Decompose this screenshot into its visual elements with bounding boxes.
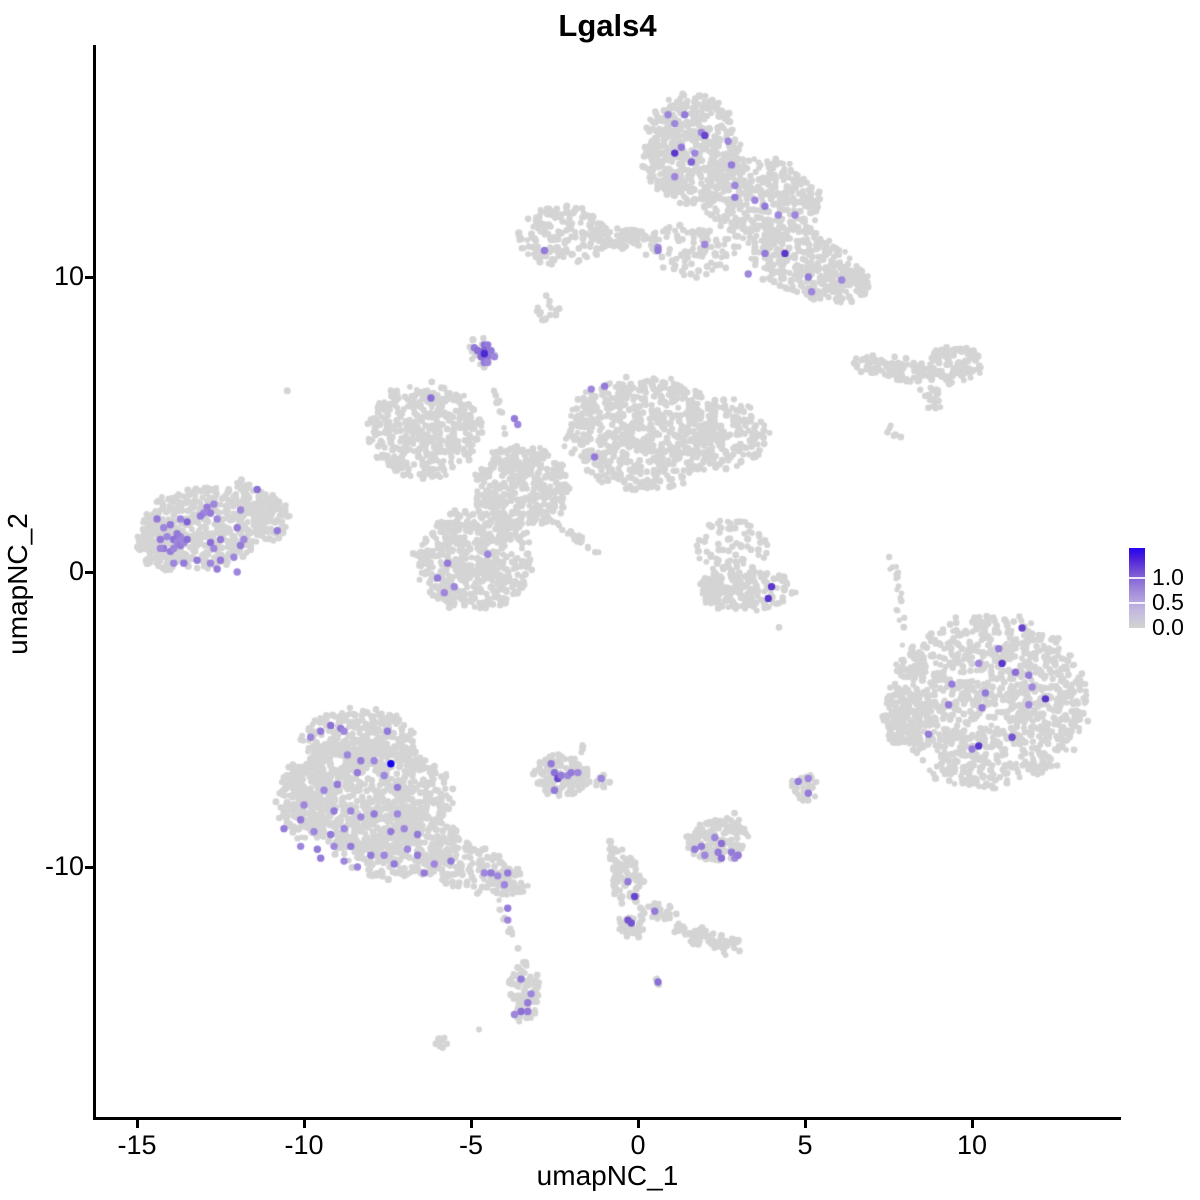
x-axis-line [93,1117,1121,1120]
x-tick-mark [970,1120,974,1128]
legend-label: 1.0 [1152,564,1184,590]
x-tick-mark [636,1120,640,1128]
legend-label: 0.0 [1152,614,1184,640]
x-tick-label: 5 [797,1130,813,1160]
legend-colorbar [1129,548,1145,628]
legend-notch-0.5 [1129,602,1145,604]
x-tick-mark [135,1120,139,1128]
plot-title: Lgals4 [558,8,657,43]
x-tick-label: -10 [284,1130,324,1160]
y-tick-mark [85,865,93,869]
x-tick-label: 10 [956,1130,988,1160]
legend-notch-1.0 [1129,577,1145,579]
y-tick-label: 0 [68,556,84,586]
x-tick-mark [803,1120,807,1128]
y-tick-mark [85,275,93,279]
x-axis-label: umapNC_1 [536,1160,679,1191]
y-tick-label: -10 [44,851,84,881]
x-tick-label: 0 [630,1130,646,1160]
y-tick-mark [85,570,93,574]
y-tick-label: 10 [53,261,84,291]
x-tick-mark [469,1120,473,1128]
legend-label: 0.5 [1152,589,1184,615]
y-axis-line [93,45,96,1120]
x-tick-mark [302,1120,306,1128]
x-tick-label: -5 [458,1130,483,1160]
x-tick-label: -15 [117,1130,157,1160]
y-axis-label: umapNC_2 [2,513,33,655]
expression-legend: 1.0 0.5 0.0 [1126,545,1200,645]
